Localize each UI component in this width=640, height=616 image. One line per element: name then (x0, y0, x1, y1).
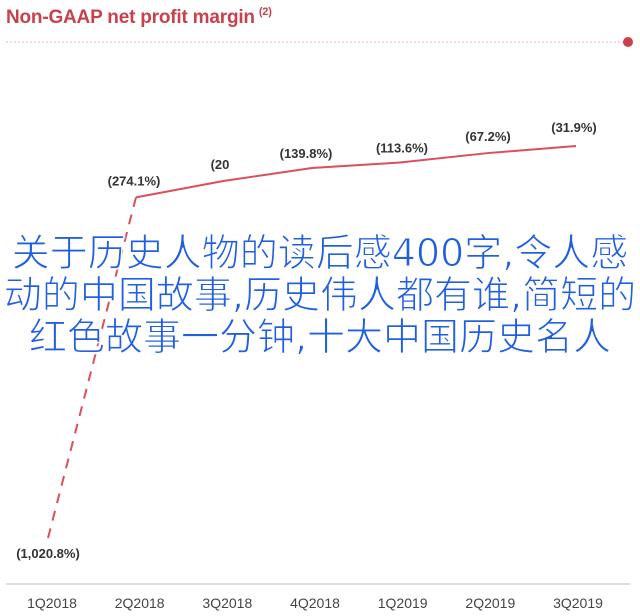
x-tick-label-3Q2019: 3Q2019 (553, 595, 603, 611)
data-label-6: (67.2%) (465, 129, 511, 144)
data-labels-group: (1,020.8%) (274.1%) (20 (139.8%) (113.6%) (67… (16, 120, 597, 561)
series-segment-3 (223, 167, 313, 182)
x-tick-label-4Q2018: 4Q2018 (290, 595, 340, 611)
data-label-3: (20 (211, 157, 230, 172)
chart-title-text: Non-GAAP net profit margin (6, 7, 255, 28)
x-tick-labels-group: 1Q2018 2Q2018 3Q2018 4Q2018 1Q2019 2Q2019 3Q20… (27, 595, 603, 611)
chart-title-note: (2) (258, 6, 272, 18)
data-label-5: (113.6%) (376, 141, 428, 156)
x-tick-label-1Q2019: 1Q2019 (378, 595, 428, 611)
series-line-group (47, 145, 577, 539)
series-segment-6 (487, 145, 577, 155)
data-label-1: (1,020.8%) (16, 546, 80, 561)
series-segment-2 (135, 179, 225, 199)
x-tick-label-1Q2018: 1Q2018 (27, 595, 77, 611)
title-underline-end (623, 37, 633, 47)
x-tick-label-2Q2019: 2Q2019 (465, 595, 515, 611)
chart-title: Non-GAAP net profit margin (2) (6, 6, 272, 29)
data-label-4: (139.8%) (280, 146, 333, 161)
overlay-caption: 关于历史人物的读后感400字,令人感动的中国故事,历史伟人都有谁,简短的红色故事… (3, 231, 637, 359)
series-segment-1 (47, 197, 137, 539)
x-tick-label-2Q2018: 2Q2018 (115, 595, 165, 611)
series-segment-4 (311, 161, 401, 170)
x-tick-label-3Q2018: 3Q2018 (202, 595, 252, 611)
data-label-2: (274.1%) (108, 173, 161, 188)
series-segment-5 (399, 152, 489, 164)
data-label-7: (31.9%) (551, 120, 597, 135)
